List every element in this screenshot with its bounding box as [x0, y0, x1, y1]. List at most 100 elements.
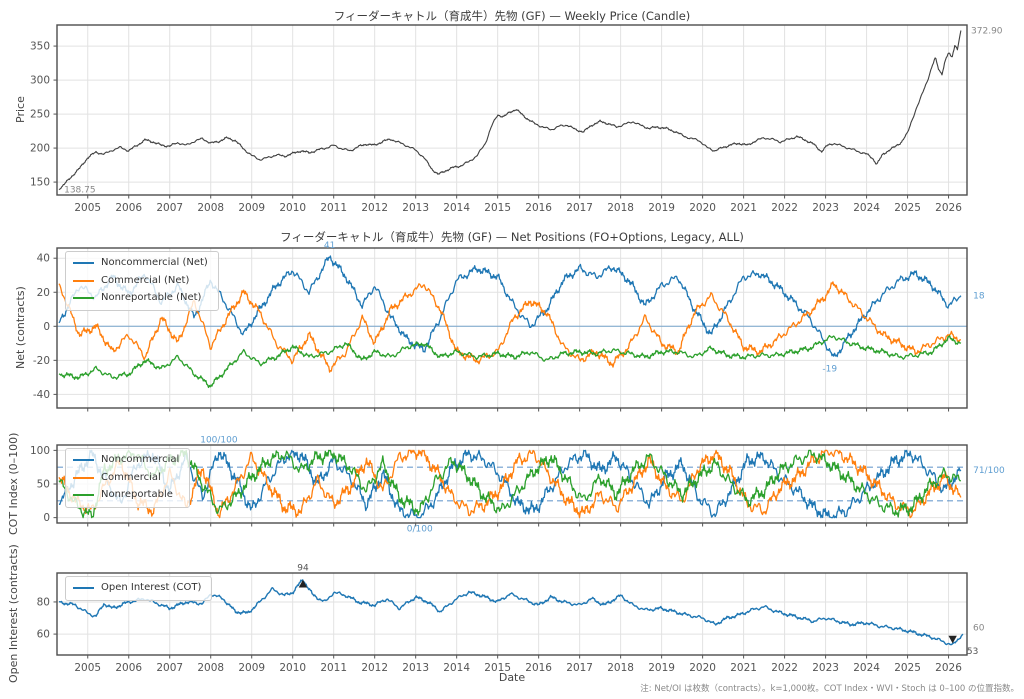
- x-tick-label: 2013: [402, 202, 429, 214]
- x-tick-label: 2025: [894, 662, 921, 674]
- extreme-marker-up: [298, 579, 308, 588]
- series-line-noncommercial: [58, 449, 962, 519]
- x-tick-label: 2026: [935, 202, 962, 214]
- y-tick-label: 80: [37, 596, 50, 608]
- x-tick-label: 2007: [156, 662, 183, 674]
- x-tick-label: 2015: [484, 202, 511, 214]
- series-line-price: [58, 30, 962, 191]
- legend-item: Commercial: [73, 470, 179, 487]
- y-tick-label: 0: [43, 512, 50, 524]
- legend-item: Noncommercial: [73, 452, 179, 469]
- legend-item: Nonreportable: [73, 487, 179, 504]
- legend-label: Commercial (Net): [101, 274, 190, 286]
- legend-item: Commercial (Net): [73, 273, 208, 290]
- panel-frame: [56, 247, 968, 409]
- x-tick-label: 2009: [238, 202, 265, 214]
- x-tick-label: 2011: [320, 202, 347, 214]
- x-tick-label: 2021: [730, 662, 757, 674]
- x-tick-label: 2022: [771, 662, 798, 674]
- panel-title-price: フィーダーキャトル（育成牛）先物 (GF) — Weekly Price (Ca…: [333, 9, 691, 23]
- legend-line-swatch: [73, 297, 94, 300]
- x-tick-label: 2011: [320, 662, 347, 674]
- legend-label: Noncommercial: [101, 454, 180, 465]
- x-tick-label: 2020: [689, 662, 716, 674]
- x-tick-label: 2006: [115, 202, 142, 214]
- x-tick-label: 2020: [689, 202, 716, 214]
- annotation-label: 60: [973, 624, 985, 634]
- x-tick-label: 2024: [853, 202, 880, 214]
- x-tick-label: 2018: [607, 202, 634, 214]
- series-line-nonreportable: [58, 449, 961, 519]
- x-tick-label: 2021: [730, 202, 757, 214]
- x-tick-label: 2015: [484, 662, 511, 674]
- legend-label: Open Interest (COT): [101, 582, 202, 593]
- y-axis-label-price: Price: [14, 96, 27, 124]
- x-tick-label: 2026: [935, 662, 962, 674]
- y-tick-label: 20: [37, 287, 50, 299]
- x-tick-label: 2016: [525, 662, 552, 674]
- legend-item: Open Interest (COT): [73, 580, 201, 597]
- x-tick-label: 2006: [115, 662, 142, 674]
- legend-line-swatch: [73, 587, 94, 590]
- annotation-label: 18: [973, 292, 985, 302]
- y-tick-label: 200: [30, 143, 50, 155]
- x-tick-label: 2017: [566, 662, 593, 674]
- y-tick-label: 40: [37, 253, 50, 265]
- x-tick-label: 2019: [648, 202, 675, 214]
- legend-line-swatch: [73, 459, 94, 462]
- x-tick-label: 2018: [607, 662, 634, 674]
- x-tick-label: 2025: [894, 202, 921, 214]
- x-tick-label: 2013: [402, 662, 429, 674]
- annotation-label: 53: [967, 647, 978, 657]
- legend-item: Noncommercial (Net): [73, 255, 208, 272]
- x-tick-label: 2022: [771, 202, 798, 214]
- legend-label: Nonreportable: [101, 489, 173, 500]
- x-tick-label: 2014: [443, 662, 470, 674]
- x-tick-label: 2016: [525, 202, 552, 214]
- x-tick-label: 2008: [197, 662, 224, 674]
- x-tick-label: 2010: [279, 202, 306, 214]
- y-tick-label: 350: [30, 41, 50, 53]
- annotation-label: 138.75: [64, 186, 96, 196]
- legend-line-swatch: [73, 279, 94, 282]
- y-tick-label: 50: [37, 479, 50, 491]
- x-tick-label: 2012: [361, 202, 388, 214]
- footnote: 注: Net/OI は枚数（contracts）。k=1,000枚。COT In…: [640, 684, 1019, 694]
- legend-label: Nonreportable (Net): [101, 292, 202, 303]
- series-line-nonreportable-net-: [58, 334, 962, 389]
- x-tick-label: 2024: [853, 662, 880, 674]
- y-tick-label: 150: [30, 177, 50, 189]
- extreme-marker-down: [948, 635, 957, 644]
- x-tick-label: 2005: [74, 202, 101, 214]
- panel-frame: [56, 572, 968, 656]
- annotation-label: 100/100: [200, 435, 238, 445]
- annotation-label: 41: [324, 241, 335, 251]
- y-tick-label: 300: [30, 75, 50, 87]
- y-tick-label: 0: [43, 321, 50, 333]
- series-line-commercial: [58, 449, 962, 519]
- annotation-label: 372.90: [971, 27, 1003, 37]
- legend-label: Commercial: [101, 471, 161, 483]
- annotation-label: 94: [297, 563, 309, 573]
- legend-item: Nonreportable (Net): [73, 290, 208, 307]
- x-axis-label-date: Date: [498, 671, 526, 684]
- annotation-label: 71/100: [973, 466, 1005, 476]
- panel-frame: [56, 24, 968, 196]
- y-tick-label: 100: [30, 445, 50, 457]
- y-tick-label: 60: [37, 629, 50, 641]
- legend-panel-3: Noncommercial Commercial Nonreportable: [65, 448, 191, 508]
- y-tick-label: -20: [33, 355, 50, 367]
- series-line-commercial-net-: [58, 281, 962, 373]
- legend-panel-4: Open Interest (COT): [65, 576, 213, 601]
- x-tick-label: 2012: [361, 662, 388, 674]
- y-tick-label: 250: [30, 109, 50, 121]
- x-tick-label: 2017: [566, 202, 593, 214]
- legend-label: Noncommercial (Net): [101, 257, 208, 268]
- annotation-label: 0/100: [407, 525, 433, 535]
- x-tick-label: 2008: [197, 202, 224, 214]
- x-tick-label: 2009: [238, 662, 265, 674]
- x-tick-label: 2023: [812, 202, 839, 214]
- legend-line-swatch: [73, 262, 94, 265]
